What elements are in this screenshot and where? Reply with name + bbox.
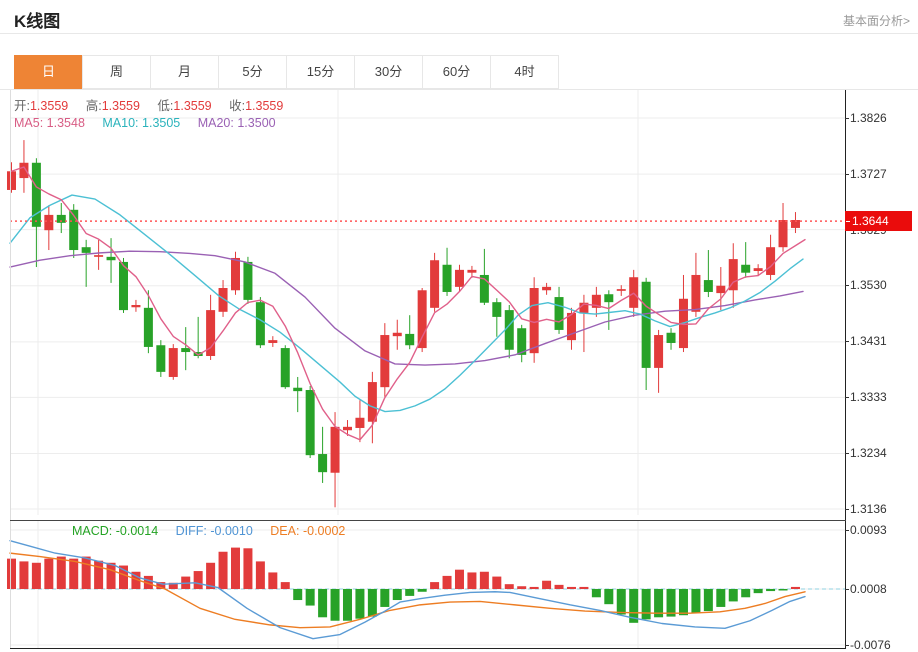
tick-mark [845, 118, 849, 119]
current-price-badge: 1.3644 [845, 211, 912, 231]
tick-mark [845, 174, 849, 175]
tabbar-bottom-border [0, 89, 918, 90]
ohlc-legend: 开:1.3559 高:1.3559 低:1.3559 收:1.3559 [14, 95, 297, 114]
close-label: 收: [229, 99, 246, 113]
macd-tick: 0.0093 [850, 523, 887, 537]
macd-legend: MACD: -0.0014 DIFF: -0.0010 DEA: -0.0002 [72, 524, 359, 538]
tab-day[interactable]: 日 [14, 55, 83, 89]
tab-month[interactable]: 月 [150, 55, 219, 89]
macd-tick: -0.0076 [850, 638, 891, 652]
tick-mark [845, 645, 849, 646]
tick-mark [845, 589, 849, 590]
price-tick: 1.3727 [850, 167, 887, 181]
diff-value: -0.0010 [210, 524, 253, 538]
macd-label: MACD: [72, 524, 113, 538]
fundamental-analysis-link[interactable]: 基本面分析> [842, 14, 910, 28]
open-label: 开: [14, 99, 30, 113]
tick-mark [845, 509, 849, 510]
diff-label: DIFF: [175, 524, 207, 538]
ma20-label: MA20: [197, 116, 234, 130]
price-tick: 1.3431 [850, 334, 887, 348]
price-tick: 1.3136 [850, 502, 887, 516]
ma5-value: 1.3548 [46, 116, 85, 130]
page-title: K线图 [14, 12, 61, 31]
dea-label: DEA: [270, 524, 300, 538]
high-label: 高: [85, 99, 102, 113]
high-value: 1.3559 [101, 99, 140, 113]
tab-week[interactable]: 周 [82, 55, 151, 89]
tick-mark [845, 285, 849, 286]
tick-mark [845, 341, 849, 342]
period-tabbar: 日 周 月 5分 15分 30分 60分 4时 [14, 55, 559, 89]
price-tick: 1.3333 [850, 390, 887, 404]
price-tick: 1.3234 [850, 446, 887, 460]
dea-value: -0.0002 [302, 524, 346, 538]
close-value: 1.3559 [245, 99, 284, 113]
tab-15min[interactable]: 15分 [286, 55, 355, 89]
ma10-label: MA10: [102, 116, 139, 130]
right-axis-line [845, 90, 846, 648]
ma10-value: 1.3505 [142, 116, 181, 130]
tab-4hour[interactable]: 4时 [490, 55, 559, 89]
ma5-label: MA5: [14, 116, 44, 130]
price-tick: 1.3530 [850, 278, 887, 292]
tab-30min[interactable]: 30分 [354, 55, 423, 89]
tick-mark [845, 530, 849, 531]
macd-value: -0.0014 [115, 524, 159, 538]
price-tick: 1.3826 [850, 111, 887, 125]
header-divider [0, 33, 918, 34]
left-axis-line [10, 90, 11, 648]
candlestick-chart [7, 90, 845, 515]
macd-chart [7, 521, 845, 649]
tick-mark [845, 453, 849, 454]
macd-tick: 0.0008 [850, 582, 887, 596]
open-value: 1.3559 [29, 99, 69, 113]
tick-mark [845, 397, 849, 398]
pane-divider [10, 520, 846, 521]
low-label: 低: [157, 99, 174, 113]
ma-legend: MA5: 1.3548 MA10: 1.3505 MA20: 1.3500 [14, 116, 290, 130]
tab-5min[interactable]: 5分 [218, 55, 287, 89]
ma20-value: 1.3500 [237, 116, 276, 130]
tab-60min[interactable]: 60分 [422, 55, 491, 89]
low-value: 1.3559 [173, 99, 212, 113]
